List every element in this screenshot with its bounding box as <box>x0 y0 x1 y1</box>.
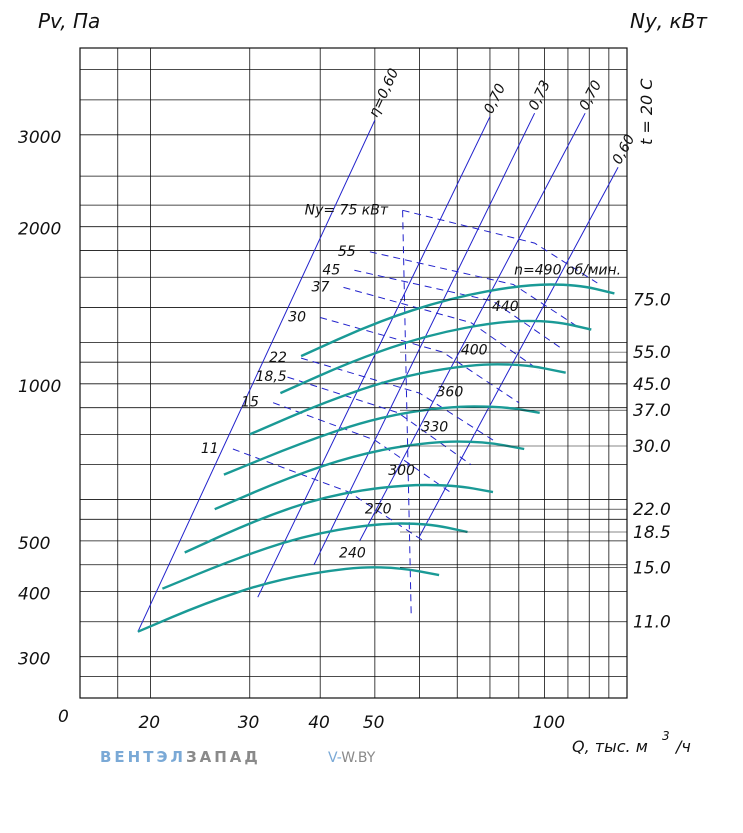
power-curve <box>300 357 494 441</box>
efficiency-line <box>257 116 491 598</box>
right-scale-label: 37.0 <box>633 401 671 421</box>
speed-curve-label: 400 <box>461 342 488 358</box>
efficiency-label: 0,73 <box>526 78 554 113</box>
power-curve <box>343 286 540 372</box>
power-envelope <box>402 210 412 616</box>
origin-label: 0 <box>58 707 69 727</box>
speed-curve <box>249 363 566 436</box>
speed-curve-label: 330 <box>421 420 448 436</box>
speed-curve <box>300 283 615 358</box>
x-tick-label: 50 <box>363 713 385 733</box>
power-curve-label: 45 <box>322 262 340 278</box>
right-scale-label: 45.0 <box>633 375 671 395</box>
brand-part1: ВЕНТЭЛ <box>100 748 186 766</box>
speed-curve-label: 240 <box>339 545 366 561</box>
right-scale-label: 30.0 <box>633 437 671 457</box>
power-curve-label: 22 <box>269 350 287 366</box>
power-curve-label: Nу= 75 кВт <box>305 202 389 218</box>
speed-curve <box>223 405 540 476</box>
x-tick-label: 100 <box>533 713 565 733</box>
efficiency-label: 0,60 <box>610 132 639 167</box>
chart-grid <box>79 47 628 699</box>
y-tick-label: 3000 <box>18 128 61 148</box>
right-scale-label: 11.0 <box>633 613 671 633</box>
power-curve-label: 15 <box>241 395 259 411</box>
site-url-prefix: V- <box>328 750 342 766</box>
y-tick-label: 300 <box>18 650 50 670</box>
right-scale-label: 18.5 <box>633 523 671 543</box>
efficiency-line <box>137 119 376 632</box>
speed-curve <box>184 483 494 554</box>
speed-curve <box>137 566 440 633</box>
right-scale-label: 15.0 <box>633 558 671 578</box>
y-tick-label: 500 <box>18 534 50 554</box>
y-tick-label: 400 <box>18 584 50 604</box>
speed-curve-label: 300 <box>388 463 415 479</box>
y-tick-label: 1000 <box>18 377 61 397</box>
speed-curve <box>279 319 592 395</box>
y-tick-label: 2000 <box>18 220 61 240</box>
x-axis-title-tail: /ч <box>674 737 691 756</box>
plot-frame <box>79 47 628 699</box>
speed-curve <box>161 522 468 590</box>
power-curve <box>369 251 577 327</box>
power-curve-label: 11 <box>201 441 219 457</box>
y-axis-title: Pv, Па <box>38 9 100 33</box>
speed-curve-label: n=490 об/мин. <box>514 262 621 278</box>
speed-curve-label: 270 <box>365 501 392 517</box>
x-axis-title: Q, тыс. м <box>572 737 648 756</box>
efficiency-line <box>313 112 536 565</box>
efficiency-label: 0,70 <box>577 78 606 113</box>
power-curve-label: 18,5 <box>256 369 287 385</box>
power-curve <box>287 376 472 466</box>
site-url: V-W.BY <box>328 750 375 766</box>
speed-curve-label: 440 <box>492 299 519 315</box>
x-tick-label: 20 <box>138 713 160 733</box>
speed-curve <box>214 440 525 511</box>
power-curve <box>272 402 451 493</box>
power-curve-label: 55 <box>338 244 356 260</box>
power-curve-label: 30 <box>288 309 306 325</box>
x-tick-label: 30 <box>238 713 260 733</box>
brand-part2: ЗАПАД <box>185 748 261 766</box>
y2-axis-title: Nу, кВт <box>630 9 708 33</box>
speed-curve-label: 360 <box>437 384 464 400</box>
x-tick-label: 40 <box>308 713 330 733</box>
temperature-note: t = 20 С <box>637 78 656 145</box>
efficiency-label: 0,70 <box>481 81 509 116</box>
right-scale-label: 75.0 <box>633 291 671 311</box>
power-curve-label: 37 <box>312 279 330 295</box>
power-curve <box>402 209 598 284</box>
site-url-rest: W.BY <box>341 750 376 766</box>
brand-logo: ВЕНТЭЛЗАПАД <box>100 748 261 766</box>
right-scale-label: 22.0 <box>633 500 671 520</box>
power-curve <box>354 269 562 349</box>
right-scale-label: 55.0 <box>633 343 671 363</box>
efficiency-label: η=0,60 <box>366 66 402 120</box>
x-axis-title-sup: 3 <box>662 729 670 743</box>
